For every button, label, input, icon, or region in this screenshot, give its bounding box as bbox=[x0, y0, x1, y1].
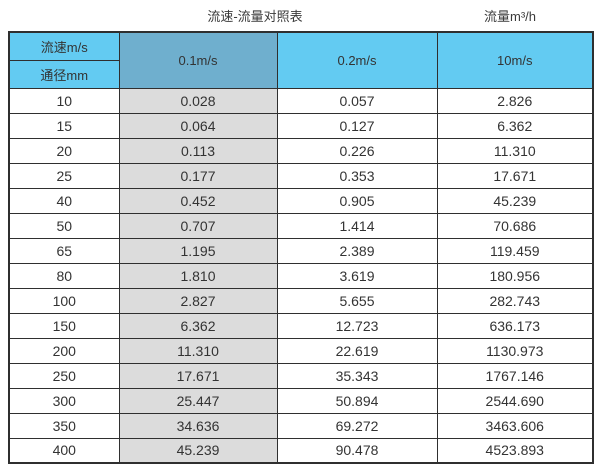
value-cell: 636.173 bbox=[436, 312, 594, 339]
value-cell: 2.827 bbox=[118, 287, 278, 314]
value-cell: 45.239 bbox=[436, 187, 594, 214]
diameter-cell: 50 bbox=[8, 212, 120, 239]
header-row-top: 流速m/s 0.1m/s 0.2m/s 10m/s bbox=[8, 31, 594, 89]
value-cell: 11.310 bbox=[436, 137, 594, 164]
diameter-cell: 40 bbox=[8, 187, 120, 214]
diameter-cell: 150 bbox=[8, 312, 120, 339]
header-row-bottom: 通径mm bbox=[8, 59, 593, 89]
value-cell: 25.447 bbox=[118, 387, 278, 414]
value-cell: 0.057 bbox=[276, 87, 438, 114]
table-row: 40 0.452 0.905 45.239 bbox=[8, 187, 594, 214]
value-cell: 3.619 bbox=[276, 262, 438, 289]
value-cell: 4523.893 bbox=[436, 437, 594, 464]
diameter-cell: 200 bbox=[8, 337, 120, 364]
table-row: 100 2.827 5.655 282.743 bbox=[8, 287, 594, 314]
value-cell: 0.707 bbox=[118, 212, 278, 239]
value-cell: 119.459 bbox=[436, 237, 594, 264]
diameter-cell: 15 bbox=[8, 112, 120, 139]
diameter-cell: 250 bbox=[8, 362, 120, 389]
diameter-cell: 350 bbox=[8, 412, 120, 439]
value-cell: 0.226 bbox=[276, 137, 438, 164]
corner-diameter-label: 通径mm bbox=[8, 59, 120, 89]
flow-unit-label: 流量m³/h bbox=[483, 9, 537, 24]
value-cell: 2.389 bbox=[276, 237, 438, 264]
value-cell: 0.353 bbox=[276, 162, 438, 189]
value-cell: 45.239 bbox=[118, 437, 278, 464]
diameter-cell: 100 bbox=[8, 287, 120, 314]
value-cell: 0.028 bbox=[118, 87, 278, 114]
value-cell: 69.272 bbox=[276, 412, 438, 439]
value-cell: 2544.690 bbox=[436, 387, 594, 414]
column-header-0-2ms: 0.2m/s bbox=[276, 31, 438, 89]
value-cell: 22.619 bbox=[276, 337, 438, 364]
value-cell: 35.343 bbox=[276, 362, 438, 389]
table-row: 300 25.447 50.894 2544.690 bbox=[8, 387, 594, 414]
column-header-0-1ms: 0.1m/s bbox=[118, 31, 278, 89]
table-row: 20 0.113 0.226 11.310 bbox=[8, 137, 594, 164]
diameter-cell: 25 bbox=[8, 162, 120, 189]
table-row: 50 0.707 1.414 70.686 bbox=[8, 212, 594, 239]
value-cell: 70.686 bbox=[436, 212, 594, 239]
value-cell: 0.452 bbox=[118, 187, 278, 214]
value-cell: 1.810 bbox=[118, 262, 278, 289]
table-row: 150 6.362 12.723 636.173 bbox=[8, 312, 594, 339]
value-cell: 6.362 bbox=[436, 112, 594, 139]
value-cell: 1.195 bbox=[118, 237, 278, 264]
value-cell: 17.671 bbox=[436, 162, 594, 189]
value-cell: 0.905 bbox=[276, 187, 438, 214]
flow-rate-table: 流速m/s 0.1m/s 0.2m/s 10m/s 通径mm 10 0.028 … bbox=[8, 31, 594, 464]
value-cell: 34.636 bbox=[118, 412, 278, 439]
value-cell: 5.655 bbox=[276, 287, 438, 314]
value-cell: 17.671 bbox=[118, 362, 278, 389]
diameter-cell: 80 bbox=[8, 262, 120, 289]
table-row: 25 0.177 0.353 17.671 bbox=[8, 162, 594, 189]
table-row: 10 0.028 0.057 2.826 bbox=[8, 87, 594, 114]
table-row: 400 45.239 90.478 4523.893 bbox=[8, 437, 594, 464]
diameter-cell: 300 bbox=[8, 387, 120, 414]
table-row: 65 1.195 2.389 119.459 bbox=[8, 237, 594, 264]
value-cell: 1767.146 bbox=[436, 362, 594, 389]
value-cell: 0.127 bbox=[276, 112, 438, 139]
value-cell: 0.177 bbox=[118, 162, 278, 189]
diameter-cell: 10 bbox=[8, 87, 120, 114]
value-cell: 282.743 bbox=[436, 287, 594, 314]
value-cell: 1.414 bbox=[276, 212, 438, 239]
value-cell: 2.826 bbox=[436, 87, 594, 114]
value-cell: 50.894 bbox=[276, 387, 438, 414]
page-title: 流速-流量对照表 bbox=[207, 9, 303, 24]
corner-velocity-label: 流速m/s bbox=[8, 31, 120, 61]
value-cell: 12.723 bbox=[276, 312, 438, 339]
table-row: 80 1.810 3.619 180.956 bbox=[8, 262, 594, 289]
diameter-cell: 65 bbox=[8, 237, 120, 264]
value-cell: 90.478 bbox=[276, 437, 438, 464]
value-cell: 0.064 bbox=[118, 112, 278, 139]
table-row: 350 34.636 69.272 3463.606 bbox=[8, 412, 594, 439]
value-cell: 3463.606 bbox=[436, 412, 594, 439]
column-header-10ms: 10m/s bbox=[436, 31, 594, 89]
value-cell: 180.956 bbox=[436, 262, 594, 289]
value-cell: 6.362 bbox=[118, 312, 278, 339]
diameter-cell: 400 bbox=[8, 437, 120, 464]
diameter-cell: 20 bbox=[8, 137, 120, 164]
top-bar: 流速-流量对照表 流量m³/h bbox=[0, 0, 600, 30]
value-cell: 11.310 bbox=[118, 337, 278, 364]
table-row: 200 11.310 22.619 1130.973 bbox=[8, 337, 594, 364]
value-cell: 1130.973 bbox=[436, 337, 594, 364]
table-row: 15 0.064 0.127 6.362 bbox=[8, 112, 594, 139]
table-row: 250 17.671 35.343 1767.146 bbox=[8, 362, 594, 389]
value-cell: 0.113 bbox=[118, 137, 278, 164]
